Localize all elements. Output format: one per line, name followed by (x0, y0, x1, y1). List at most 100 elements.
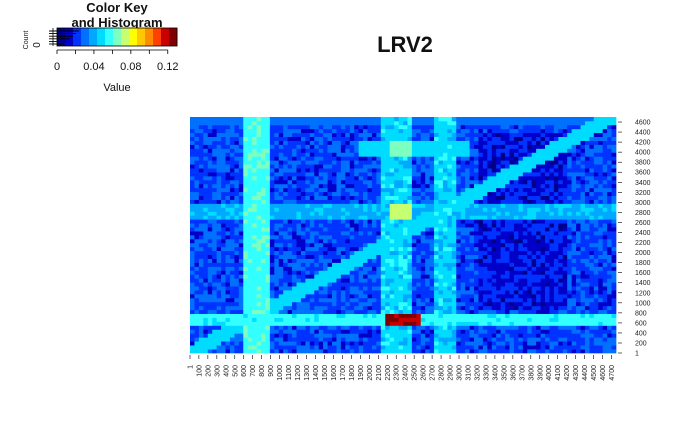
heatmap-cell (398, 231, 404, 236)
heatmap-cell (256, 187, 262, 193)
heatmap-cell (545, 242, 550, 248)
heatmap-cell (216, 305, 222, 311)
heatmap-cell (580, 317, 586, 322)
heatmap-cell (371, 258, 377, 263)
heatmap-cell (593, 191, 599, 197)
heatmap-cell (283, 337, 288, 342)
heatmap-cell (296, 187, 302, 193)
heatmap-cell (292, 246, 297, 252)
heatmap-cell (287, 254, 293, 259)
heatmap-cell (589, 215, 595, 220)
heatmap-cell (198, 183, 204, 189)
heatmap-cell (602, 246, 608, 252)
heatmap-cell (598, 321, 604, 326)
heatmap-cell (203, 187, 209, 193)
heatmap-cell (456, 262, 462, 267)
heatmap-cell (513, 191, 519, 197)
heatmap-cell (376, 172, 382, 177)
heatmap-cell (527, 223, 533, 228)
heatmap-cell (296, 199, 302, 204)
heatmap-cell (593, 305, 599, 311)
heatmap-cell (229, 191, 235, 197)
heatmap-cell (509, 266, 515, 271)
heatmap-cell (203, 179, 209, 185)
heatmap-cell (611, 262, 617, 267)
heatmap-cell (252, 305, 257, 311)
heatmap-cell (296, 219, 302, 224)
heatmap-cell (416, 309, 422, 315)
heatmap-cell (190, 148, 195, 153)
heatmap-cell (300, 282, 306, 287)
heatmap-cell (367, 246, 373, 252)
heatmap-cell (349, 278, 355, 283)
heatmap-cell (265, 203, 271, 208)
heatmap-cell (576, 195, 581, 200)
heatmap-cell (252, 313, 257, 318)
heatmap-cell (500, 191, 506, 197)
heatmap-cell (274, 329, 280, 334)
heatmap-cell (283, 345, 288, 350)
heatmap-cell (309, 337, 315, 342)
heatmap-cell (300, 223, 306, 228)
heatmap-cell (238, 183, 244, 189)
heatmap-cell (296, 203, 302, 208)
heatmap-cell (256, 337, 262, 342)
heatmap-cell (318, 211, 324, 216)
heatmap-cell (420, 191, 426, 197)
heatmap-cell (469, 305, 475, 311)
heatmap-cell (611, 164, 617, 169)
heatmap-cell (358, 313, 364, 318)
heatmap-cell (522, 203, 528, 208)
heatmap-cell (349, 231, 355, 236)
heatmap-cell (287, 333, 293, 338)
heatmap-cell (540, 168, 546, 173)
heatmap-cell (221, 203, 226, 208)
heatmap-cell (385, 317, 391, 322)
heatmap-cell (323, 148, 328, 153)
heatmap-cell (318, 179, 324, 185)
heatmap-cell (225, 203, 231, 208)
heatmap-cell (345, 321, 351, 326)
heatmap-cell (593, 258, 599, 263)
heatmap-cell (438, 231, 444, 236)
heatmap-cell (576, 164, 581, 169)
heatmap-cell (482, 266, 488, 271)
heatmap-cell (376, 329, 382, 334)
heatmap-cell (296, 176, 302, 181)
heatmap-cell (283, 176, 288, 181)
heatmap-cell (509, 317, 515, 322)
heatmap-cell (434, 215, 439, 220)
heatmap-cell (491, 164, 497, 169)
heatmap-cell (385, 294, 391, 299)
heatmap-cell (367, 282, 373, 287)
heatmap-cell (367, 313, 373, 318)
heatmap-cell (416, 203, 422, 208)
heatmap-cell (305, 317, 311, 322)
heatmap-cell (349, 187, 355, 193)
heatmap-cell (221, 148, 226, 153)
heatmap-cell (261, 235, 266, 240)
heatmap-cell (367, 294, 373, 299)
heatmap-cell (531, 183, 537, 189)
heatmap-cell (576, 309, 581, 315)
heatmap-cell (571, 195, 577, 200)
heatmap-cell (336, 235, 342, 240)
heatmap-cell (478, 333, 484, 338)
heatmap-cell (283, 250, 288, 256)
heatmap-cell (327, 270, 333, 275)
heatmap-cell (234, 333, 240, 338)
heatmap-cell (376, 341, 382, 346)
heatmap-cell (203, 278, 209, 283)
heatmap-cell (327, 227, 333, 232)
heatmap-cell (349, 250, 355, 256)
heatmap-cell (487, 266, 493, 271)
heatmap-cell (256, 274, 262, 279)
heatmap-cell (269, 148, 275, 153)
heatmap-cell (345, 262, 351, 267)
heatmap-cell (274, 219, 280, 224)
heatmap-cell (429, 278, 435, 283)
heatmap-cell (553, 266, 559, 271)
heatmap-cell (513, 219, 519, 224)
heatmap-cell (340, 262, 346, 267)
heatmap-cell (434, 187, 439, 193)
